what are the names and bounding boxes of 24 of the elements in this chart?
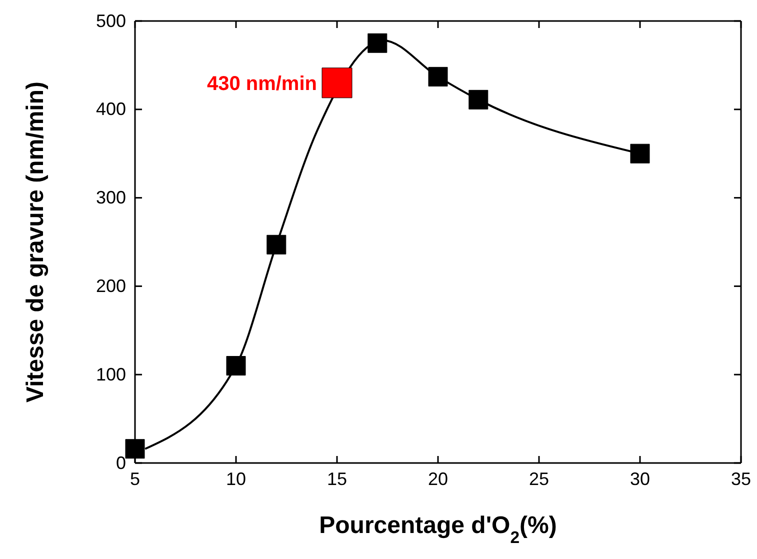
y-tick-label: 400 — [96, 99, 126, 120]
point — [322, 68, 352, 98]
y-tick-label: 200 — [96, 276, 126, 296]
point — [630, 144, 650, 164]
x-tick-label: 30 — [630, 468, 650, 489]
point — [226, 356, 246, 376]
point — [266, 234, 286, 254]
y-axis-title: Vitesse de gravure (nm/min) — [22, 82, 49, 402]
point — [428, 66, 448, 86]
x-tick-label: 15 — [326, 468, 348, 489]
y-tick-label: 500 — [96, 10, 126, 31]
y-tick-label: 0 — [116, 452, 126, 473]
x-tick-label: 10 — [226, 468, 246, 489]
x-tick-label: 35 — [730, 468, 752, 489]
x-axis-title: Pourcentage d'O$_{2}$(%) — [319, 512, 557, 546]
y-tick-label: 100 — [96, 364, 126, 384]
x-tick-label: 5 — [130, 468, 140, 489]
point — [368, 33, 388, 53]
x-tick-label: 25 — [528, 468, 550, 489]
point — [468, 90, 488, 110]
x-tick-label: 20 — [428, 468, 448, 489]
point — [125, 439, 145, 459]
annotation: 430 nm/min — [206, 72, 317, 95]
y-tick-label: 300 — [96, 188, 126, 208]
